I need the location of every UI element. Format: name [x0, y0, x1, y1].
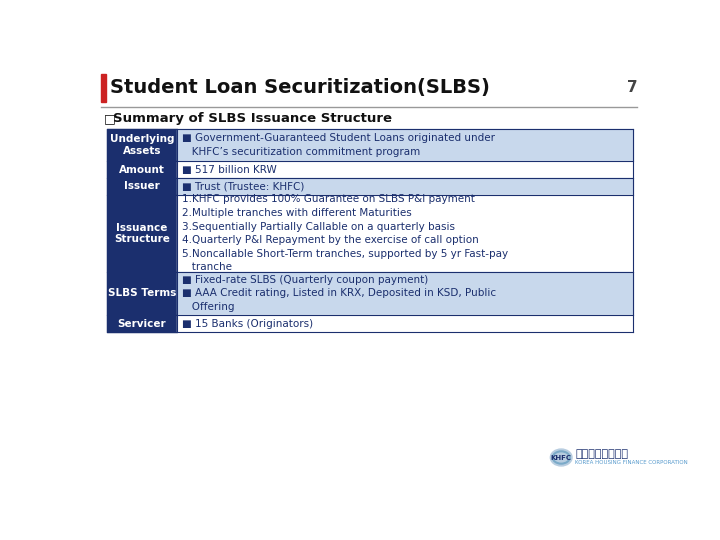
Bar — [107, 272, 177, 315]
Text: □: □ — [104, 112, 116, 125]
Bar — [177, 315, 632, 332]
Bar — [177, 129, 632, 161]
Bar — [177, 272, 632, 315]
Text: Student Loan Securitization(SLBS): Student Loan Securitization(SLBS) — [110, 78, 490, 97]
Text: 1.KHFC provides 100% Guarantee on SLBS P&I payment
2.Multiple tranches with diff: 1.KHFC provides 100% Guarantee on SLBS P… — [182, 194, 508, 272]
Bar — [107, 178, 177, 195]
Text: 7: 7 — [626, 80, 637, 96]
Bar — [177, 178, 632, 195]
Ellipse shape — [550, 449, 572, 466]
Text: ■ 15 Banks (Originators): ■ 15 Banks (Originators) — [182, 319, 313, 328]
Text: ■ 517 billion KRW: ■ 517 billion KRW — [182, 165, 277, 174]
Bar — [107, 161, 177, 178]
Bar — [107, 195, 177, 272]
Text: 한국주택금융공사: 한국주택금융공사 — [575, 449, 628, 460]
Text: Amount: Amount — [119, 165, 165, 174]
Bar — [177, 195, 632, 272]
Text: Servicer: Servicer — [117, 319, 166, 328]
Text: SLBS Terms: SLBS Terms — [108, 288, 176, 299]
Bar — [101, 74, 106, 102]
Bar — [107, 129, 177, 161]
Text: Issuance
Structure: Issuance Structure — [114, 222, 170, 244]
Text: ■ Government-Guaranteed Student Loans originated under
   KHFC’s securitization : ■ Government-Guaranteed Student Loans or… — [182, 133, 495, 157]
Text: Underlying
Assets: Underlying Assets — [109, 134, 174, 156]
Text: ■ Trust (Trustee: KHFC): ■ Trust (Trustee: KHFC) — [182, 181, 305, 192]
Text: Issuer: Issuer — [124, 181, 160, 192]
Text: KHFC: KHFC — [551, 455, 572, 461]
Text: Summary of SLBS Issuance Structure: Summary of SLBS Issuance Structure — [113, 112, 392, 125]
Text: ■ Fixed-rate SLBS (Quarterly coupon payment)
■ AAA Credit rating, Listed in KRX,: ■ Fixed-rate SLBS (Quarterly coupon paym… — [182, 275, 496, 312]
Bar — [177, 161, 632, 178]
Text: KOREA HOUSING FINANCE CORPORATION: KOREA HOUSING FINANCE CORPORATION — [575, 460, 688, 464]
Bar — [107, 315, 177, 332]
